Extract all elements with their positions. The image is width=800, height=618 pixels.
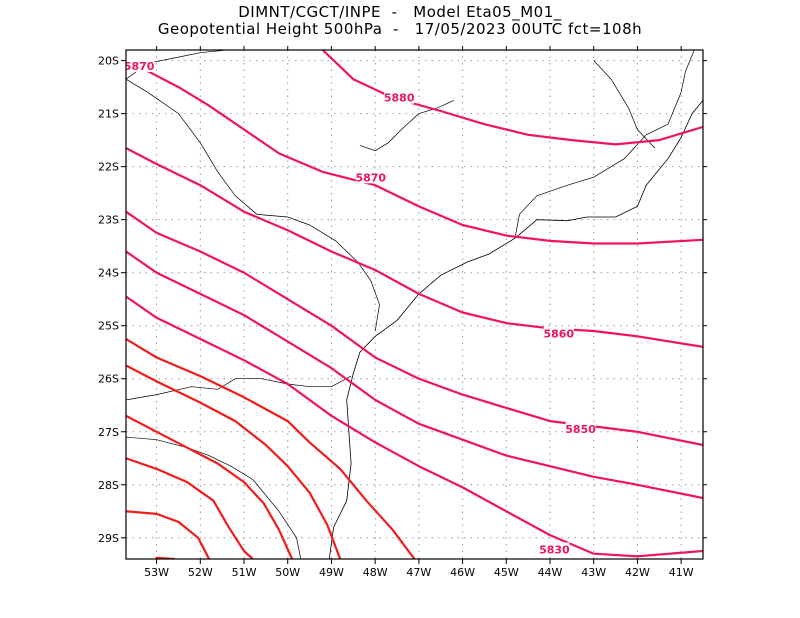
lon-tick-label: 42W (625, 566, 650, 579)
contour-label: 5850 (565, 423, 596, 436)
lat-tick-label: 29S (98, 532, 119, 545)
state-border (126, 78, 380, 332)
geopotential-contours (126, 50, 703, 559)
lon-tick-label: 53W (144, 566, 169, 579)
lat-tick-label: 21S (98, 108, 119, 121)
axis-ticks: 53W 52W 51W 50W 49W 48W 47W 46W 45W 44W 43W 42W 41W 2… (98, 46, 707, 579)
coastline (328, 100, 703, 559)
lat-tick-label: 26S (98, 373, 119, 386)
lat-tick-label: 28S (98, 479, 119, 492)
contour-label: 5860 (543, 328, 574, 341)
map-title: DIMNT/CGCT/INPE - Model Eta05_M01_ Geopo… (0, 4, 800, 38)
contour-label: 5870 (124, 60, 155, 73)
lat-tick-label: 24S (98, 267, 119, 280)
state-border (593, 60, 656, 149)
title-line-1: DIMNT/CGCT/INPE - Model Eta05_M01_ (238, 3, 562, 21)
contour-label-bg (543, 326, 574, 340)
contour-5790 (126, 510, 211, 559)
state-border (126, 375, 352, 401)
state-border (126, 436, 302, 559)
contour-5870 (126, 147, 703, 348)
lon-tick-label: 50W (275, 566, 300, 579)
lon-tick-label: 44W (538, 566, 563, 579)
contour-label-bg (539, 542, 570, 556)
coastline-and-borders (126, 50, 703, 559)
contour-5850 (126, 250, 703, 500)
state-border (514, 123, 669, 239)
lat-tick-label: 25S (98, 320, 119, 333)
lon-tick-label: 43W (581, 566, 606, 579)
lat-tick-label: 20S (98, 55, 119, 68)
title-line-2: Geopotential Height 500hPa - 17/05/2023 … (157, 20, 643, 38)
contour-5830 (126, 337, 416, 559)
contour-5880 (321, 50, 703, 146)
map-frame (125, 49, 704, 560)
contour-label: 5870 (355, 171, 386, 184)
lat-tick-label: 22S (98, 161, 119, 174)
contour-label-bg (565, 422, 596, 436)
contour-5810 (126, 414, 294, 559)
contour-labels: 5870 5880 5870 5860 5850 5830 (124, 58, 596, 556)
lon-tick-label: 52W (188, 566, 213, 579)
lon-tick-label: 48W (363, 566, 388, 579)
contour-5800 (126, 457, 254, 559)
lon-tick-label: 49W (319, 566, 344, 579)
lat-tick-label: 23S (98, 214, 119, 227)
lat-tick-label: 27S (98, 426, 119, 439)
contour-5820 (126, 364, 342, 559)
contour-label-bg (355, 170, 386, 184)
lon-tick-label: 47W (406, 566, 431, 579)
lon-tick-label: 51W (232, 566, 257, 579)
contour-label-bg (384, 90, 415, 104)
contour-5880 (126, 67, 703, 245)
lon-tick-label: 41W (669, 566, 694, 579)
contour-5840 (126, 295, 703, 558)
lon-tick-label: 46W (450, 566, 475, 579)
gridlines (126, 50, 703, 559)
contour-label-bg (126, 58, 155, 72)
lon-tick-label: 45W (494, 566, 519, 579)
contour-label: 5880 (384, 92, 415, 105)
state-border (667, 50, 695, 125)
state-border (359, 100, 454, 152)
contour-label: 5830 (539, 543, 570, 556)
